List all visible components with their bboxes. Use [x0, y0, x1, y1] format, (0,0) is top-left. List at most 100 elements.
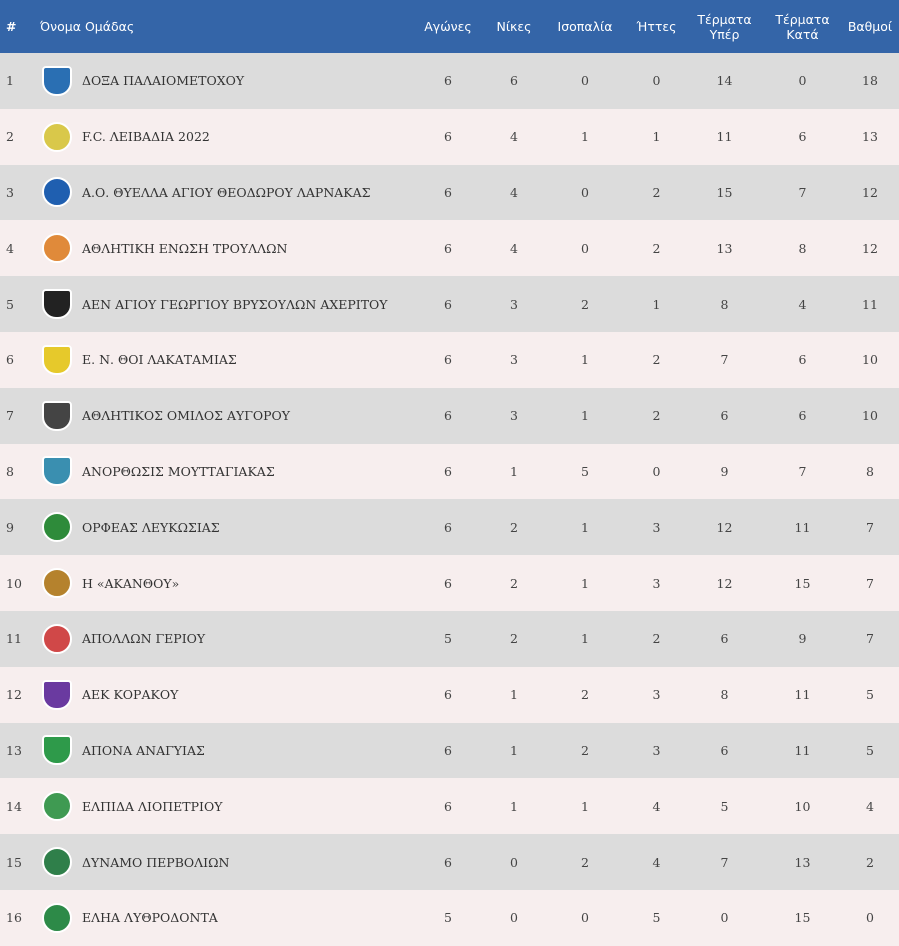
played-cell: 6	[444, 687, 452, 703]
table-body: 1 ΔΟΞΑ ΠΑΛΑΙΟΜΕΤΟΧΟΥ 6 6 0 0 1 4 0 1 8 2 F.C. ΛΕΙΒΑΔ…	[0, 53, 899, 946]
draws-cell: 1	[581, 352, 589, 368]
team-name[interactable]: ΔΥΝΑΜΟ ΠΕΡΒΟΛΙΩΝ	[82, 854, 230, 870]
goals-against-cell: 8	[798, 240, 807, 256]
team-cell[interactable]: ΟΡΦΕΑΣ ΛΕΥΚΩΣΙΑΣ	[40, 512, 410, 543]
team-cell[interactable]: F.C. ΛΕΙΒΑΔΙΑ 2022	[40, 121, 410, 152]
team-name[interactable]: ΕΛΠΙΔΑ ΛΙΟΠΕΤΡΙΟΥ	[82, 798, 223, 814]
team-name[interactable]: ΑΕΚ ΚΟΡΑΚΟΥ	[82, 687, 179, 703]
team-cell[interactable]: ΑΘΛΗΤΙΚΗ ΕΝΩΣΗ ΤΡΟΥΛΛΩΝ	[40, 233, 410, 264]
draws-cell: 2	[581, 854, 589, 870]
team-name[interactable]: ΑΘΛΗΤΙΚΗ ΕΝΩΣΗ ΤΡΟΥΛΛΩΝ	[82, 240, 288, 256]
rank-cell: 5	[6, 296, 14, 312]
goals-against-cell: 11	[794, 519, 811, 535]
rank-cell: 12	[6, 687, 22, 703]
team-name[interactable]: ΑΕΝ ΑΓΙΟΥ ΓΕΩΡΓΙΟΥ ΒΡΥΣΟΥΛΩΝ ΑΧΕΡΙΤΟΥ	[82, 296, 388, 312]
goals-for-cell: 6	[720, 408, 729, 424]
points-cell: 12	[862, 240, 878, 256]
table-row: 7 ΑΘΛΗΤΙΚΟΣ ΟΜΙΛΟΣ ΑΥΓΟΡΟΥ 6 3 1 2 6 6 10	[0, 387, 899, 444]
wins-cell: 1	[510, 687, 518, 703]
losses-cell: 0	[652, 463, 661, 479]
team-name[interactable]: Α.Ο. ΘΥΕΛΛΑ ΑΓΙΟΥ ΘΕΟΔΩΡΟΥ ΛΑΡΝΑΚΑΣ	[82, 184, 371, 200]
team-cell[interactable]: Α.Ο. ΘΥΕΛΛΑ ΑΓΙΟΥ ΘΕΟΔΩΡΟΥ ΛΑΡΝΑΚΑΣ	[40, 177, 410, 208]
goals-against-cell: 11	[794, 742, 811, 758]
played-cell: 6	[444, 742, 452, 758]
table-row: 6 Ε. Ν. ΘΟΙ ΛΑΚΑΤΑΜΙΑΣ 6 3 1 2 7 6 10	[0, 331, 899, 388]
rank-cell: 4	[6, 240, 14, 256]
team-name[interactable]: F.C. ΛΕΙΒΑΔΙΑ 2022	[82, 129, 210, 145]
team-name[interactable]: ΑΘΛΗΤΙΚΟΣ ΟΜΙΛΟΣ ΑΥΓΟΡΟΥ	[82, 408, 291, 424]
doxa-crest-icon	[42, 65, 72, 96]
wins-cell: 3	[510, 408, 518, 424]
aek-crest-icon	[42, 679, 72, 710]
goals-against-cell: 10	[794, 798, 811, 814]
losses-cell: 2	[652, 631, 661, 647]
goals-for-cell: 0	[720, 910, 729, 926]
header-goals-for: Τέρματα Υπέρ	[685, 12, 764, 42]
goals-for-cell: 15	[716, 184, 733, 200]
team-cell[interactable]: ΔΥΝΑΜΟ ΠΕΡΒΟΛΙΩΝ	[40, 847, 410, 878]
team-cell[interactable]: ΑΕΝ ΑΓΙΟΥ ΓΕΩΡΓΙΟΥ ΒΡΥΣΟΥΛΩΝ ΑΧΕΡΙΤΟΥ	[40, 289, 410, 320]
team-name[interactable]: ΟΡΦΕΑΣ ΛΕΥΚΩΣΙΑΣ	[82, 519, 220, 535]
team-cell[interactable]: ΑΕΚ ΚΟΡΑΚΟΥ	[40, 679, 410, 710]
header-losses: Ήττες	[636, 19, 677, 34]
elia-crest-icon	[42, 902, 72, 933]
team-cell[interactable]: ΑΝΟΡΘΩΣΙΣ ΜΟΥΤΤΑΓΙΑΚΑΣ	[40, 456, 410, 487]
apollon-crest-icon	[42, 623, 72, 654]
goals-against-cell: 9	[798, 631, 807, 647]
header-played: Αγώνες	[424, 19, 472, 34]
team-cell[interactable]: ΑΘΛΗΤΙΚΟΣ ΟΜΙΛΟΣ ΑΥΓΟΡΟΥ	[40, 400, 410, 431]
team-name[interactable]: ΔΟΞΑ ΠΑΛΑΙΟΜΕΤΟΧΟΥ	[82, 73, 245, 89]
played-cell: 6	[444, 519, 452, 535]
elpida-crest-icon	[42, 791, 72, 822]
goals-for-cell: 6	[720, 742, 729, 758]
team-cell[interactable]: ΑΠΟΝΑ ΑΝΑΓΥΙΑΣ	[40, 735, 410, 766]
rank-cell: 1	[6, 73, 14, 89]
header-points: Βαθμοί	[847, 19, 893, 34]
table-row: 10 Η «ΑΚΑΝΘΟΥ» 6 2 1 3 12 15 7	[0, 555, 899, 611]
losses-cell: 2	[652, 240, 661, 256]
goals-against-cell: 6	[798, 129, 807, 145]
team-name[interactable]: ΑΠΟΛΛΩΝ ΓΕΡΙΟΥ	[82, 631, 206, 647]
avgorou-crest-icon	[42, 400, 72, 431]
team-cell[interactable]: ΕΛΠΙΔΑ ΛΙΟΠΕΤΡΙΟΥ	[40, 791, 410, 822]
team-cell[interactable]: ΔΟΞΑ ΠΑΛΑΙΟΜΕΤΟΧΟΥ	[40, 65, 410, 96]
played-cell: 6	[444, 854, 452, 870]
points-cell: 10	[862, 352, 878, 368]
team-cell[interactable]: Η «ΑΚΑΝΘΟΥ»	[40, 568, 410, 599]
team-name[interactable]: Η «ΑΚΑΝΘΟΥ»	[82, 575, 180, 591]
losses-cell: 3	[652, 519, 661, 535]
points-cell: 0	[866, 910, 874, 926]
rank-cell: 11	[6, 631, 22, 647]
losses-cell: 2	[652, 184, 661, 200]
team-name[interactable]: ΑΠΟΝΑ ΑΝΑΓΥΙΑΣ	[82, 742, 205, 758]
team-cell[interactable]: Ε. Ν. ΘΟΙ ΛΑΚΑΤΑΜΙΑΣ	[40, 344, 410, 375]
goals-for-cell: 6	[720, 631, 729, 647]
goals-against-cell: 7	[798, 184, 807, 200]
goals-against-cell: 7	[798, 463, 807, 479]
team-name[interactable]: ΕΛΗΑ ΛΥΘΡΟΔΟΝΤΑ	[82, 910, 218, 926]
table-row: 3 Α.Ο. ΘΥΕΛΛΑ ΑΓΙΟΥ ΘΕΟΔΩΡΟΥ ΛΑΡΝΑΚΑΣ 6 4 0 2…	[0, 164, 899, 221]
draws-cell: 1	[581, 798, 589, 814]
rank-cell: 10	[6, 575, 22, 591]
rank-cell: 16	[6, 910, 22, 926]
team-cell[interactable]: ΕΛΗΑ ΛΥΘΡΟΔΟΝΤΑ	[40, 902, 410, 933]
losses-cell: 5	[652, 910, 661, 926]
draws-cell: 0	[581, 184, 589, 200]
played-cell: 6	[444, 296, 452, 312]
table-header: # Όνομα Ομάδας Αγώνες Νίκες Ισοπαλία Ήττ…	[0, 0, 899, 53]
team-name[interactable]: Ε. Ν. ΘΟΙ ΛΑΚΑΤΑΜΙΑΣ	[82, 352, 237, 368]
rank-cell: 9	[6, 519, 14, 535]
table-row: 12 ΑΕΚ ΚΟΡΑΚΟΥ 6 1 2 3 8 11 5	[0, 666, 899, 723]
table-row: 1 ΔΟΞΑ ΠΑΛΑΙΟΜΕΤΟΧΟΥ 6 6 0 0 14 0 18	[0, 53, 899, 109]
draws-cell: 2	[581, 687, 589, 703]
wins-cell: 4	[510, 129, 518, 145]
goals-against-cell: 11	[794, 687, 811, 703]
wins-cell: 2	[510, 519, 518, 535]
wins-cell: 1	[510, 463, 518, 479]
wins-cell: 3	[510, 296, 518, 312]
team-name[interactable]: ΑΝΟΡΘΩΣΙΣ ΜΟΥΤΤΑΓΙΑΚΑΣ	[82, 463, 275, 479]
points-cell: 11	[862, 296, 878, 312]
goals-against-cell: 4	[798, 296, 807, 312]
team-cell[interactable]: ΑΠΟΛΛΩΝ ΓΕΡΙΟΥ	[40, 623, 410, 654]
